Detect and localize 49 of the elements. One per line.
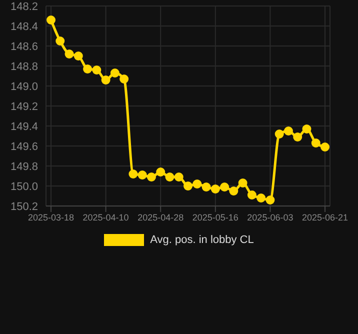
y-tick-label: 148.8 xyxy=(10,60,38,73)
y-tick-label: 149.4 xyxy=(10,120,38,133)
x-tick-label: 2025-05-16 xyxy=(192,212,238,222)
point xyxy=(302,124,312,134)
point xyxy=(120,74,129,84)
y-tick-label: 150.0 xyxy=(10,180,38,193)
point xyxy=(146,172,156,182)
y-tick-label: 148.6 xyxy=(10,40,38,53)
point xyxy=(110,68,120,78)
point xyxy=(274,130,284,138)
point xyxy=(220,182,230,192)
point xyxy=(138,170,147,180)
point xyxy=(229,186,238,196)
point xyxy=(83,64,92,74)
point xyxy=(101,76,110,84)
point xyxy=(202,182,211,192)
legend-label: Avg. pos. in lobby CL xyxy=(150,234,254,246)
point xyxy=(256,194,266,202)
point xyxy=(247,190,256,200)
point xyxy=(46,16,56,24)
y-tick-label: 148.4 xyxy=(10,20,38,33)
point xyxy=(156,168,166,176)
point xyxy=(210,184,220,194)
point xyxy=(293,132,302,142)
point xyxy=(284,126,293,136)
point xyxy=(174,172,184,182)
x-tick-label: 2025-04-28 xyxy=(138,212,184,222)
y-tick-label: 148.2 xyxy=(10,0,38,13)
y-tick-label: 149.6 xyxy=(10,140,38,153)
y-tick-label: 149.8 xyxy=(10,160,38,173)
point xyxy=(320,142,330,152)
point xyxy=(165,172,174,182)
point xyxy=(74,52,83,60)
point xyxy=(92,66,102,74)
point xyxy=(128,170,138,178)
x-tick-label: 2025-03-18 xyxy=(28,212,74,222)
y-tick-label: 149.0 xyxy=(10,80,38,93)
point xyxy=(64,50,74,58)
y-tick-label: 149.2 xyxy=(10,100,38,113)
point xyxy=(266,196,275,204)
point xyxy=(184,182,192,190)
x-tick-label: 2025-06-03 xyxy=(247,212,294,222)
y-tick-label: 150.2 xyxy=(10,200,38,213)
x-tick-label: 2025-04-10 xyxy=(82,212,129,222)
point xyxy=(192,180,202,188)
point xyxy=(311,138,320,148)
point xyxy=(56,36,65,46)
point xyxy=(238,178,248,188)
x-tick-label: 2025-06-21 xyxy=(302,212,348,222)
